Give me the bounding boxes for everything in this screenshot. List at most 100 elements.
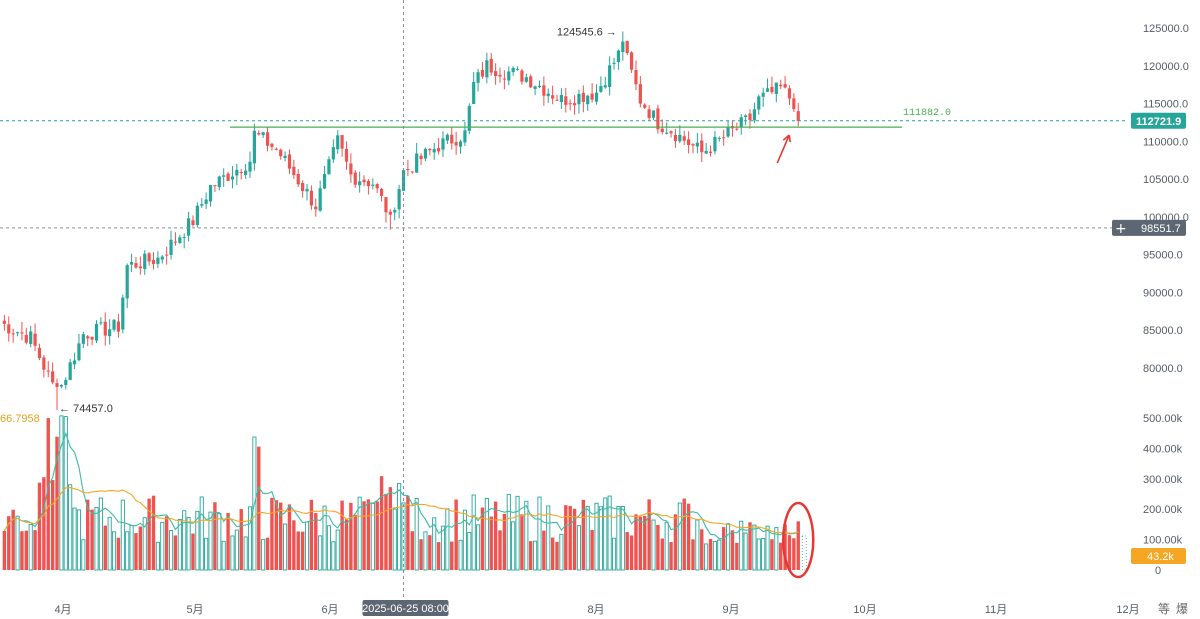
candle-body <box>344 148 349 162</box>
volume-bar <box>410 531 414 570</box>
volume-bar <box>660 538 664 570</box>
price-axis-tick: 110000.0 <box>1143 136 1188 148</box>
volume-bar <box>274 500 279 570</box>
candle-body <box>774 82 778 94</box>
support-level-label: 111882.0 <box>903 108 951 119</box>
time-axis-tick: 11月 <box>985 604 1007 616</box>
candle-body <box>191 220 195 226</box>
volume-bar <box>792 538 796 570</box>
candle-body <box>134 263 138 268</box>
volume-bar <box>673 514 678 570</box>
volume-bar <box>204 537 209 571</box>
volume-bar <box>230 535 235 571</box>
candle-body <box>779 84 783 87</box>
toolbar-icon-burst[interactable]: 爆 <box>1176 602 1188 616</box>
candle-body <box>252 130 256 164</box>
candle-body <box>682 136 686 141</box>
candle-body <box>717 137 721 139</box>
volume-bar <box>432 517 437 571</box>
candle-body <box>643 104 647 108</box>
candle-body <box>318 188 322 211</box>
time-axis-tick: 6月 <box>321 604 338 616</box>
candle-body <box>274 148 278 150</box>
volume-bar <box>28 524 33 571</box>
volume-bar <box>11 509 15 570</box>
volume-bar <box>454 499 458 570</box>
volume-bar <box>125 531 130 571</box>
volume-bar <box>247 506 253 571</box>
crosshair-plus-icon[interactable]: + <box>1115 221 1127 237</box>
volume-bar <box>239 509 243 570</box>
volume-bar <box>576 525 582 571</box>
volume-bar <box>774 527 779 571</box>
volume-bar <box>304 521 310 571</box>
volume-bar <box>581 499 586 570</box>
candle-body <box>406 169 410 171</box>
volume-bar <box>414 498 419 571</box>
candle-body <box>64 379 68 386</box>
volume-bar <box>620 506 625 571</box>
volume-bar <box>138 526 143 570</box>
candle-body <box>195 205 199 226</box>
volume-axis-tick: 500.00k <box>1143 413 1183 425</box>
volume-bar <box>151 495 156 570</box>
volume-bar <box>480 507 485 570</box>
volume-bar <box>520 514 524 570</box>
candle-body <box>24 334 28 343</box>
volume-bar <box>476 524 481 571</box>
volume-bar <box>33 530 37 570</box>
volume-bar <box>55 436 59 570</box>
volume-bar <box>353 514 357 570</box>
candle-body <box>757 96 761 110</box>
volume-bar <box>484 498 489 571</box>
volume-bar <box>309 499 314 570</box>
volume-current-tag-text: 43.2k <box>1147 551 1174 563</box>
candle-body <box>660 128 664 133</box>
volume-bar <box>160 521 165 571</box>
volume-bar <box>217 512 222 571</box>
candle-body <box>551 95 555 99</box>
candle-body <box>270 143 274 147</box>
volume-bar <box>379 476 384 570</box>
candle-body <box>572 103 577 106</box>
candle-body <box>463 130 467 143</box>
crosshair-date-tag <box>362 600 449 616</box>
volume-bar <box>221 540 226 571</box>
volume-bar <box>529 541 533 570</box>
candle-body <box>121 297 125 330</box>
toolbar-icon-equal[interactable]: 等 <box>1158 602 1170 616</box>
volume-bar <box>103 525 107 570</box>
volume-bar <box>331 541 336 571</box>
time-axis-tick: 4月 <box>54 604 71 616</box>
candle-body <box>375 184 379 189</box>
volume-bar <box>326 525 332 571</box>
candle-body <box>638 84 642 104</box>
candle-body <box>647 109 651 119</box>
volume-bar <box>770 539 774 570</box>
volume-bar <box>322 505 327 571</box>
candle-body <box>37 347 42 359</box>
gridlines: 125000.0 120000.0 115000.0 110000.0 105000.0… <box>54 23 1188 616</box>
volume-bar <box>721 527 726 570</box>
candle-body <box>761 92 765 97</box>
volume-bar <box>24 530 29 570</box>
candle-body <box>476 72 480 83</box>
candle-body <box>621 41 625 53</box>
volume-bar <box>796 521 800 570</box>
candle-body <box>287 154 292 169</box>
volume-bar <box>739 520 744 571</box>
candle-body <box>156 257 160 264</box>
candle-body <box>691 144 695 146</box>
volume-bar <box>787 535 792 570</box>
candle-body <box>138 266 142 269</box>
candle-body <box>200 204 204 206</box>
candle-body <box>651 110 656 118</box>
price-axis-tick: 120000.0 <box>1143 61 1189 73</box>
candle-body <box>673 135 678 142</box>
volume-bar <box>730 530 735 570</box>
candle-body <box>217 176 221 188</box>
volume-bar <box>537 496 542 571</box>
volume-bar <box>700 529 704 570</box>
volume-bar <box>120 499 125 571</box>
